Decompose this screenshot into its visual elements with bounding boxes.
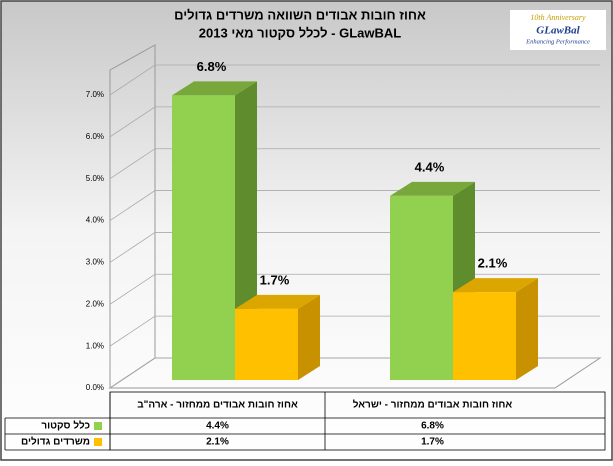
legend-key: [94, 438, 102, 446]
bar-top: [453, 278, 538, 293]
grid-line: [109, 106, 600, 138]
bar-top: [390, 181, 475, 196]
logo-line: 10th Anniversary: [530, 13, 586, 22]
bar-top: [235, 294, 320, 309]
y-tick-label: 0.0%: [86, 383, 104, 392]
chart-subtitle: לכלל סקטור מאי 2013 - GLawBAL: [199, 25, 401, 40]
table-cell: 4.4%: [206, 421, 229, 432]
bar-side: [298, 294, 320, 380]
y-tick-label: 7.0%: [86, 90, 104, 99]
grid-line: [109, 148, 600, 180]
logo-box: [510, 10, 606, 50]
y-tick-label: 4.0%: [86, 216, 104, 225]
y-tick-label: 3.0%: [86, 258, 104, 267]
bar-top: [172, 81, 257, 96]
value-label: 2.1%: [478, 256, 508, 271]
bar: [172, 95, 235, 380]
logo-line: GLawBal: [536, 25, 580, 37]
y-tick-label: 2.0%: [86, 299, 104, 308]
grid-line: [109, 64, 600, 96]
chart-title: אחוז חובות אבודים השוואה משרדים גדולים: [174, 7, 426, 22]
bar: [235, 308, 298, 380]
legend-label: כלל סקטור: [41, 420, 90, 432]
value-label: 1.7%: [260, 272, 290, 287]
table-cell: 2.1%: [206, 437, 229, 448]
value-label: 6.8%: [197, 59, 227, 74]
table-cell: 6.8%: [421, 421, 444, 432]
bar-side: [516, 278, 538, 380]
logo-line: Enhancing Performance: [525, 38, 590, 45]
y-tick-label: 1.0%: [86, 341, 104, 350]
value-label: 4.4%: [415, 159, 445, 174]
y-tick-label: 5.0%: [86, 174, 104, 183]
logo: 10th Anniversary GLawBal Enhancing Perfo…: [510, 10, 606, 50]
table-cell: 1.7%: [421, 437, 444, 448]
legend-label: משרדים גדולים: [21, 436, 90, 448]
x-tick-label: אחוז חובות אבודים ממחזור - ארה"ב: [137, 400, 298, 411]
x-tick-label: אחוז חובות אבודים ממחזור - ישראל: [353, 399, 513, 411]
bar: [453, 292, 516, 380]
bar: [390, 195, 453, 380]
legend-key: [94, 422, 102, 430]
y-tick-label: 6.0%: [86, 132, 104, 141]
